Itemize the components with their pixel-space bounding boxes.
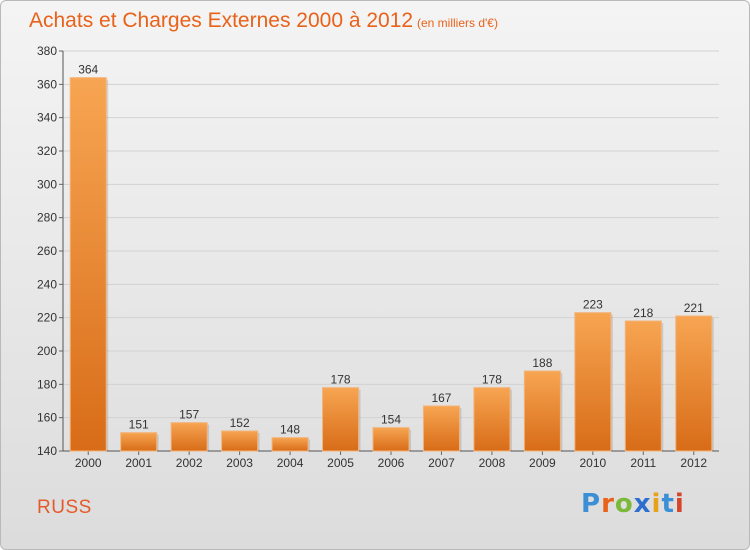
data-label: 154 xyxy=(381,413,401,427)
bar-2008 xyxy=(473,387,511,452)
bar-2003 xyxy=(221,430,259,452)
x-tick-label: 2010 xyxy=(579,456,606,470)
data-label: 364 xyxy=(78,63,98,77)
bar-2000 xyxy=(69,77,107,452)
bar-2005 xyxy=(322,387,360,452)
data-label: 178 xyxy=(331,373,351,387)
proxiti-logo[interactable]: Proxiti xyxy=(581,489,685,519)
data-label: 221 xyxy=(684,301,704,315)
y-tick-label: 140 xyxy=(37,444,57,458)
bar-2011 xyxy=(624,320,662,452)
logo-letter: P xyxy=(581,489,602,519)
x-tick-label: 2004 xyxy=(277,456,304,470)
x-tick-label: 2008 xyxy=(479,456,506,470)
x-tick-label: 2011 xyxy=(630,456,656,470)
data-label: 218 xyxy=(633,306,653,320)
y-tick-label: 180 xyxy=(37,377,57,391)
y-tick-label: 240 xyxy=(37,277,57,291)
x-tick-label: 2002 xyxy=(176,456,203,470)
y-tick-label: 160 xyxy=(37,411,57,425)
logo-letter: o xyxy=(614,489,634,519)
y-tick-label: 360 xyxy=(37,77,57,91)
grid-lines xyxy=(63,50,719,452)
data-label: 148 xyxy=(280,423,300,437)
logo-letter: x xyxy=(633,489,652,519)
y-tick-label: 380 xyxy=(37,44,57,58)
bar-2001 xyxy=(120,432,158,452)
data-label: 188 xyxy=(532,356,552,370)
logo-letter: i xyxy=(651,489,662,519)
y-tick-label: 340 xyxy=(37,111,57,125)
x-tick-label: 2012 xyxy=(680,456,707,470)
bar-2006 xyxy=(372,427,410,452)
y-tick-label: 220 xyxy=(37,311,57,325)
bar-2010 xyxy=(574,312,612,452)
chart-subtitle: (en milliers d'€) xyxy=(417,16,498,30)
bar-2004 xyxy=(271,437,309,452)
y-tick-label: 280 xyxy=(37,211,57,225)
y-tick-label: 320 xyxy=(37,144,57,158)
logo-letter: i xyxy=(674,489,685,519)
x-tick-label: 2007 xyxy=(428,456,455,470)
bar-2009 xyxy=(523,370,561,452)
bar-2012 xyxy=(675,315,713,452)
bars xyxy=(69,77,714,452)
x-tick-label: 2003 xyxy=(226,456,253,470)
x-tick-label: 2001 xyxy=(125,456,152,470)
bar-2002 xyxy=(170,422,208,452)
data-label: 151 xyxy=(129,418,149,432)
bar-2007 xyxy=(422,405,460,452)
labels: 140 160 180 200 220 240 260 280 300 320 340 360 380 3… xyxy=(37,44,707,470)
data-label: 157 xyxy=(179,408,199,422)
x-tick-label: 2000 xyxy=(75,456,102,470)
y-tick-label: 260 xyxy=(37,244,57,258)
data-label: 178 xyxy=(482,373,502,387)
data-label: 223 xyxy=(583,298,603,312)
y-tick-label: 200 xyxy=(37,344,57,358)
x-tick-label: 2006 xyxy=(378,456,405,470)
x-tick-label: 2005 xyxy=(327,456,354,470)
chart-title: Achats et Charges Externes 2000 à 2012 xyxy=(29,9,414,32)
y-tick-label: 300 xyxy=(37,177,57,191)
commune-name: RUSS xyxy=(37,497,92,518)
data-label: 167 xyxy=(431,391,451,405)
logo-letter: t xyxy=(661,489,675,519)
data-label: 152 xyxy=(230,416,250,430)
axes xyxy=(59,50,719,455)
x-tick-label: 2009 xyxy=(529,456,556,470)
logo-letter: r xyxy=(601,489,615,519)
